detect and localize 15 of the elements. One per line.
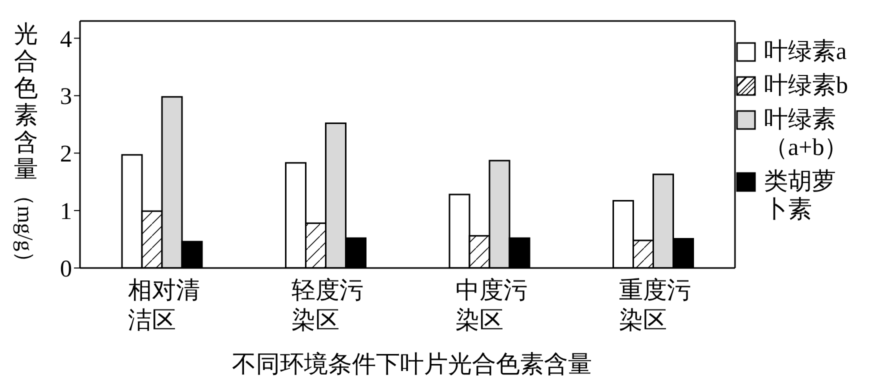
legend-label: 叶绿素（a+b） [764,106,850,162]
y-axis-title: 光合色素含量（mg/g） [13,22,38,274]
x-tick-label: 中度污染区 [455,277,528,334]
y-tick-label: 4 [60,26,72,53]
legend-label: 类胡萝卜素 [764,168,837,224]
x-tick-label: 轻度污染区 [292,277,364,334]
legend-label: 叶绿素b [764,72,849,100]
y-tick-label: 1 [60,199,72,226]
y-tick-label: 3 [60,84,72,110]
x-axis-title: 不同环境条件下叶片光合色素含量 [231,350,593,380]
legend-label: 叶绿素a [764,38,848,66]
x-tick-label: 重度污染区 [619,277,692,334]
y-tick-label: 2 [60,142,72,168]
x-tick-label: 相对清洁区 [128,278,200,334]
y-tick-label: 0 [60,256,72,283]
